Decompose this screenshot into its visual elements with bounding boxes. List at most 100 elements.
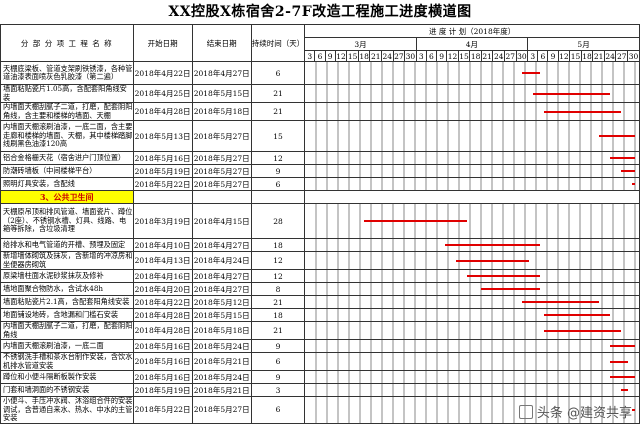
day-header: 21 <box>480 50 494 62</box>
end-date: 2018年5月12日 <box>191 295 252 309</box>
gantt-bar <box>363 220 467 222</box>
header-duration: 持续时间（天） <box>250 24 306 62</box>
day-header: 3 <box>415 50 427 62</box>
month-header: 4月 <box>415 37 529 52</box>
start-date: 2018年4月13日 <box>132 251 193 270</box>
task-name: 小便斗、手压冲水阀、沐浴组合件的安装调试，含普通自来水、热水、中水的主管安装 <box>0 396 134 424</box>
day-header: 6 <box>537 50 549 62</box>
gantt-cell <box>304 352 640 371</box>
schedule-table: 分 部 分 项 工 程 名 称 开始日期 结束日期 持续时间（天） 进 度 计 … <box>0 23 640 424</box>
day-header: 27 <box>504 50 517 62</box>
day-header: 30 <box>627 50 640 62</box>
gantt-bar <box>481 288 540 290</box>
start-date: 2018年4月25日 <box>132 84 193 103</box>
start-date: 2018年5月13日 <box>132 120 193 152</box>
duration: 9 <box>250 164 306 178</box>
task-name: 蹲位和小便斗隔断板製作安装 <box>0 370 134 384</box>
task-name: 墙地面聚合物防水，含试水48h <box>0 282 134 296</box>
task-name: 门套和墙洞面的不锈钢安装 <box>0 383 134 397</box>
end-date: 2018年4月24日 <box>191 251 252 270</box>
duration: 12 <box>250 251 306 270</box>
day-header: 15 <box>346 50 359 62</box>
duration: 21 <box>250 321 306 340</box>
task-name: 地面铺设地砖，含地漏和门槛石安装 <box>0 308 134 322</box>
gantt-bar <box>444 244 540 246</box>
gantt-cell <box>304 308 640 322</box>
gantt-cell <box>304 370 640 384</box>
day-header: 24 <box>492 50 505 62</box>
gantt-cell <box>304 190 640 204</box>
header-sub-project: 分 部 分 项 工 程 名 称 <box>0 24 134 62</box>
watermark-text: 头条 @建资共享 <box>536 406 632 421</box>
gantt-bar <box>543 110 621 113</box>
day-header: 27 <box>615 50 629 62</box>
end-date: 2018年4月15日 <box>191 203 252 239</box>
table-row: 门套和墙洞面的不锈钢安装 2018年5月19日 2018年5月21日 3 <box>0 383 640 397</box>
duration: 6 <box>250 61 306 85</box>
task-name: 天棚底梁板、管道支架刷铁锈漆，各种管道油漆表面喷灰色乳胶漆（第二遍） <box>0 61 134 85</box>
table-row: 不锈钢洗手槽和茶水台制作安装，含饮水机排水管道安装 2018年5月16日 2018年… <box>0 352 640 371</box>
start-date: 2018年5月19日 <box>132 383 193 397</box>
day-header: 30 <box>515 50 529 62</box>
end-date: 2018年4月27日 <box>191 238 252 252</box>
gantt-bar <box>631 183 636 185</box>
gantt-bar <box>620 389 628 391</box>
duration: 8 <box>250 282 306 296</box>
end-date: 2018年5月15日 <box>191 308 252 322</box>
gantt-bar <box>543 314 610 316</box>
duration: 28 <box>250 203 306 239</box>
day-header: 9 <box>324 50 336 62</box>
empty-cell <box>250 190 306 204</box>
start-date: 2018年4月28日 <box>132 321 193 340</box>
page-title: XX控股X栋宿舍2-7F改造工程施工进度横道图 <box>168 4 472 20</box>
section-title: 3、公共卫生间 <box>0 190 134 204</box>
duration: 15 <box>250 120 306 152</box>
start-date: 2018年4月20日 <box>132 282 193 296</box>
task-name: 原梁墙柱面水泥砂浆抹灰及修补 <box>0 269 134 283</box>
day-header: 30 <box>404 50 417 62</box>
duration: 3 <box>250 383 306 397</box>
table-row: 原梁墙柱面水泥砂浆抹灰及修补 2018年4月16日 2018年4月27日 12 <box>0 269 640 283</box>
duration: 21 <box>250 295 306 309</box>
month-header: 3月 <box>304 37 417 52</box>
task-name: 铝合金格栅天花（宿舍进户门顶位置） <box>0 151 134 165</box>
end-date: 2018年5月27日 <box>191 164 252 178</box>
task-name: 内墙面天棚刮腻子二道，打磨，配套阴阳角线，含主要和楼梯的墙面、天棚 <box>0 102 134 121</box>
day-header: 27 <box>392 50 406 62</box>
watermark: 头条 @建资共享 <box>518 402 632 421</box>
month-header: 5月 <box>527 37 640 52</box>
duration: 18 <box>250 238 306 252</box>
gantt-cell <box>304 84 640 103</box>
gantt-cell <box>304 251 640 270</box>
day-header: 18 <box>469 50 482 62</box>
task-name: 新增墙体砌筑及抹灰，含新增的冲凉房和坐便器房砌筑 <box>0 251 134 270</box>
table-row: 墙地面聚合物防水，含试水48h 2018年4月20日 2018年4月27日 8 <box>0 282 640 296</box>
end-date: 2018年5月18日 <box>191 102 252 121</box>
day-header: 12 <box>557 50 571 62</box>
day-header: 6 <box>314 50 326 62</box>
day-header: 24 <box>381 50 394 62</box>
header-plan: 进 度 计 划（2018年度） <box>304 23 640 39</box>
section-row: 3、公共卫生间 <box>0 190 640 204</box>
day-header: 15 <box>569 50 582 62</box>
duration: 12 <box>250 151 306 165</box>
duration: 6 <box>250 177 306 191</box>
duration: 6 <box>250 396 306 424</box>
task-name: 照明灯具安装，含配线 <box>0 177 134 191</box>
gantt-cell <box>304 269 640 283</box>
gantt-cell <box>304 164 640 178</box>
table-row: 铝合金格栅天花（宿舍进户门顶位置） 2018年5月16日 2018年5月27日 12 <box>0 151 640 165</box>
gantt-bar <box>543 329 621 332</box>
start-date: 2018年4月28日 <box>132 102 193 121</box>
end-date: 2018年5月15日 <box>191 84 252 103</box>
day-header: 3 <box>304 50 316 62</box>
end-date: 2018年5月24日 <box>191 339 252 353</box>
table-row: 地面铺设地砖，含地漏和门槛石安装 2018年4月28日 2018年5月15日 18 <box>0 308 640 322</box>
duration: 18 <box>250 308 306 322</box>
duration: 9 <box>250 370 306 384</box>
day-header: 12 <box>334 50 348 62</box>
header-start-date: 开始日期 <box>132 24 193 62</box>
table-row: 蹲位和小便斗隔断板製作安装 2018年5月16日 2018年5月24日 9 <box>0 370 640 384</box>
end-date: 2018年5月27日 <box>191 396 252 424</box>
duration: 21 <box>250 84 306 103</box>
